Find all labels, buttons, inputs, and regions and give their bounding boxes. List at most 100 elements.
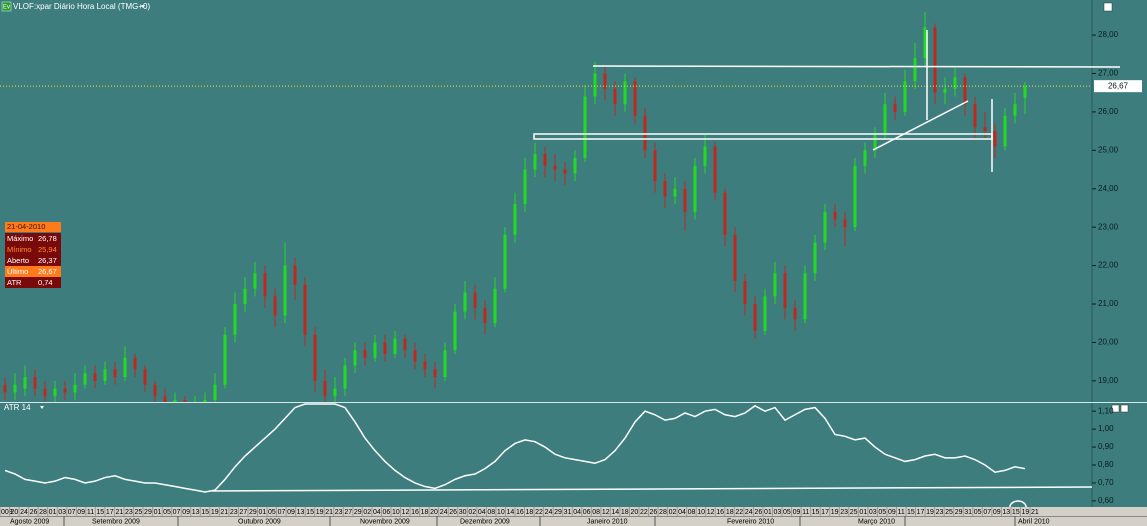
info-label: ATR: [7, 278, 22, 287]
y-tick-label: 27,00: [1098, 69, 1119, 78]
date-label: 19: [831, 509, 839, 516]
panel-button[interactable]: [1111, 404, 1120, 413]
date-label: 01: [49, 509, 57, 516]
y-tick-label: 0,60: [1098, 496, 1114, 505]
candle-body: [503, 234, 507, 289]
candle-body: [443, 350, 447, 378]
date-label: 23: [230, 509, 238, 516]
candle-body: [813, 242, 817, 274]
candle-body: [563, 169, 567, 174]
maximize-button[interactable]: [1103, 2, 1113, 12]
candle-body: [903, 81, 907, 112]
date-label: 09: [793, 509, 801, 516]
symbol-icon[interactable]: [1, 1, 12, 12]
date-label: 04: [478, 509, 486, 516]
candle-body: [513, 204, 517, 235]
date-label: 23: [125, 509, 133, 516]
date-label: 12: [402, 509, 410, 516]
candle-body: [723, 192, 727, 235]
date-label: 25: [850, 509, 858, 516]
month-label: Dezembro 2009: [460, 518, 510, 525]
candle-body: [843, 219, 847, 228]
price-panel: [0, 12, 1092, 402]
candle-body: [673, 188, 677, 197]
info-value: 26,67: [38, 267, 57, 276]
date-label: 15: [306, 509, 314, 516]
y-tick-label: 28,00: [1098, 30, 1119, 39]
header-dropdown[interactable]: [141, 5, 145, 8]
indicator-title[interactable]: ATR 14: [4, 403, 31, 412]
date-label: 05: [878, 509, 886, 516]
chart-header[interactable]: VLOF:xpar Diário Hora Local (TMG+0): [13, 2, 150, 11]
candle-body: [763, 296, 767, 331]
candle-body: [1003, 115, 1007, 147]
candle-body: [123, 357, 127, 378]
date-label: 09: [287, 509, 295, 516]
date-label: 19: [211, 509, 219, 516]
month-label: Agosto 2009: [10, 518, 49, 525]
date-label: 01: [764, 509, 772, 516]
date-label: 31: [564, 509, 572, 516]
date-label: 16: [516, 509, 524, 516]
date-label: 15: [812, 509, 820, 516]
date-label: 16: [716, 509, 724, 516]
candle-body: [453, 311, 457, 351]
date-label: 13: [192, 509, 200, 516]
date-label: 24: [440, 509, 448, 516]
date-label: 15: [1012, 509, 1020, 516]
month-label: Janeiro 2010: [587, 518, 628, 525]
candle-body: [23, 377, 27, 389]
candle-body: [163, 396, 167, 402]
date-label: 14: [611, 509, 619, 516]
date-label: 05: [974, 509, 982, 516]
date-label: 24: [545, 509, 553, 516]
info-label: Último: [7, 267, 28, 276]
candle-body: [203, 400, 207, 402]
candle-body: [793, 307, 797, 320]
date-label: 22: [735, 509, 743, 516]
candle-body: [303, 284, 307, 335]
date-label: 009: [1, 509, 13, 516]
indicator-dropdown[interactable]: [40, 406, 44, 409]
atr-line: [4, 403, 1026, 493]
date-label: 17: [917, 509, 925, 516]
y-tick-label: 0,90: [1098, 442, 1114, 451]
date-label: 23: [936, 509, 944, 516]
date-label: 08: [487, 509, 495, 516]
date-label: 09: [77, 509, 85, 516]
date-label: 07: [68, 509, 76, 516]
candle-body: [533, 154, 537, 170]
candle-body: [1013, 104, 1017, 116]
symbol-icon-label[interactable]: Ev: [3, 5, 10, 11]
y-tick-label: 25,00: [1098, 145, 1119, 154]
candle-body: [43, 388, 47, 397]
candle-body: [373, 342, 377, 358]
date-label: 02: [363, 509, 371, 516]
candle-body: [333, 388, 337, 397]
date-label: 29: [144, 509, 152, 516]
atr-panel: [4, 403, 1026, 493]
candle-body: [953, 77, 957, 89]
candle-body: [803, 273, 807, 320]
candle-body: [153, 384, 157, 397]
info-body: [5, 233, 61, 288]
info-label: Aberto: [7, 256, 29, 265]
candle-body: [643, 115, 647, 151]
date-label: 21: [325, 509, 333, 516]
candle-body: [703, 146, 707, 166]
date-label: 15: [907, 509, 915, 516]
date-label: 16: [411, 509, 419, 516]
date-label: 20: [630, 509, 638, 516]
date-label: 20: [430, 509, 438, 516]
date-label: 21: [220, 509, 228, 516]
candle-body: [783, 273, 787, 308]
candle-body: [733, 234, 737, 281]
date-label: 04: [573, 509, 581, 516]
date-label: 23: [335, 509, 343, 516]
candle-body: [323, 380, 327, 397]
info-highlight: [5, 266, 61, 277]
panel-close[interactable]: [1120, 404, 1129, 413]
candle-body: [923, 27, 927, 59]
candle-body: [623, 81, 627, 105]
